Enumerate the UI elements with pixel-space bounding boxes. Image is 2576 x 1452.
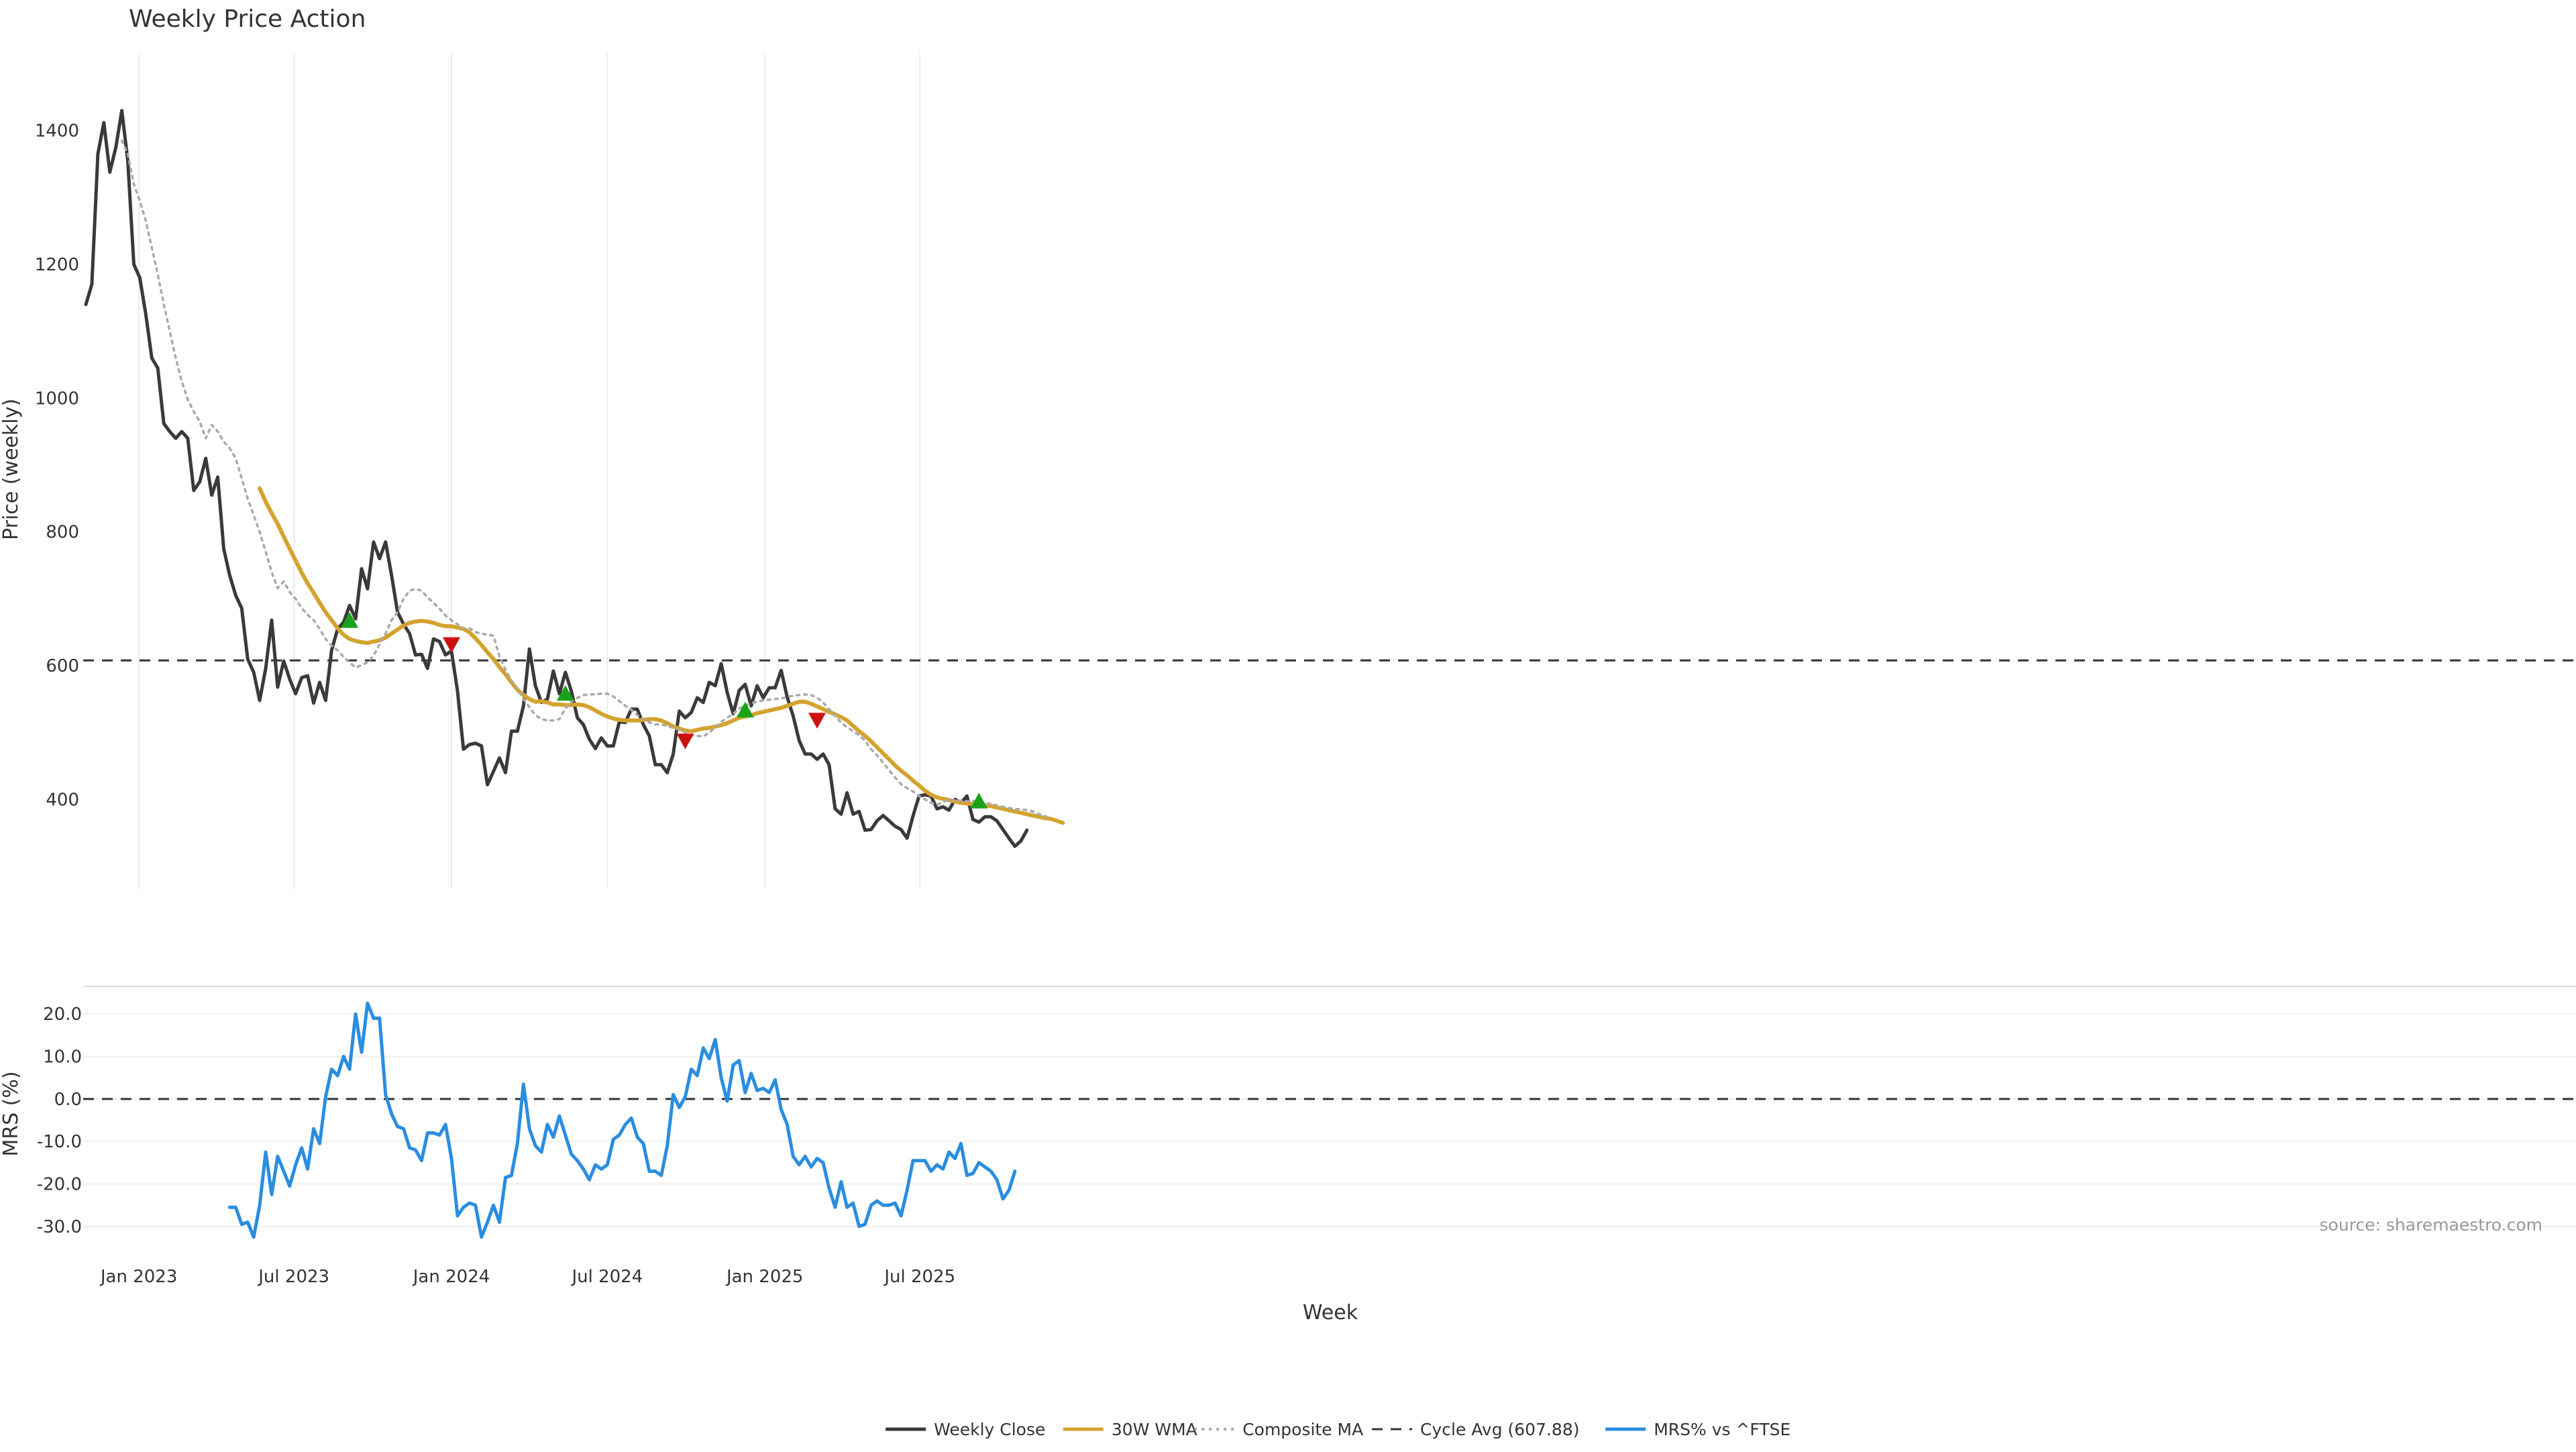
series-weekly-close [84, 109, 1029, 848]
x-axis-label: Week [1303, 1301, 1358, 1325]
legend-label: Composite MA [1242, 1420, 1363, 1439]
price-y-tick-label: 1000 [35, 388, 79, 409]
price-y-tick-label: 1400 [35, 121, 79, 142]
mrs-y-axis-label: MRS (%) [0, 1071, 23, 1156]
mrs-panel: 20.0 10.0 0.0 -10.0 -20.0 -30.0 MRS (%) Jan 202… [0, 986, 2576, 1287]
sell-signal-marker [676, 733, 694, 749]
mrs-y-tick-label: 0.0 [54, 1090, 82, 1110]
mrs-y-tick-label: -10.0 [37, 1132, 82, 1152]
x-tick-label: Jul 2023 [257, 1267, 329, 1287]
buy-signal-marker [341, 612, 359, 628]
x-tick-label: Jul 2025 [883, 1267, 955, 1287]
legend: Weekly Close 30W WMA Composite MA Cycle Avg… [885, 1420, 1790, 1439]
source-note: source: sharemaestro.com [2320, 1215, 2543, 1235]
x-tick-label: Jan 2024 [412, 1267, 490, 1287]
legend-label: 30W WMA [1112, 1420, 1197, 1439]
mrs-y-tick-label: -30.0 [37, 1217, 82, 1237]
sell-signal-marker [808, 713, 826, 729]
price-y-tick-label: 1200 [35, 255, 79, 275]
buy-signal-marker [736, 701, 754, 718]
price-y-axis-label: Price (weekly) [0, 399, 23, 540]
mrs-y-tick-label: 10.0 [43, 1047, 82, 1068]
series-30w-wma [258, 486, 1065, 825]
price-panel: 400 600 800 1000 1200 1400 Price (weekly) [0, 54, 2576, 889]
series-composite-ma [120, 139, 1053, 820]
price-y-tick-label: 400 [46, 790, 79, 810]
price-y-tick-label: 800 [46, 523, 79, 543]
sell-signal-marker [443, 637, 461, 654]
legend-label: MRS% vs ^FTSE [1654, 1420, 1790, 1439]
x-tick-label: Jul 2024 [570, 1267, 643, 1287]
price-y-tick-label: 600 [46, 656, 79, 676]
x-tick-label: Jan 2025 [725, 1267, 804, 1287]
mrs-y-tick-label: -20.0 [37, 1175, 82, 1195]
legend-label: Cycle Avg (607.88) [1420, 1420, 1580, 1439]
legend-label: Weekly Close [934, 1420, 1045, 1439]
mrs-y-tick-label: 20.0 [43, 1004, 82, 1025]
buy-signal-marker [556, 684, 574, 701]
series-mrs-vs-ftse [227, 1001, 1017, 1239]
buy-signal-marker [970, 792, 988, 809]
x-tick-label: Jan 2023 [99, 1267, 178, 1287]
chart-title: Weekly Price Action [129, 5, 366, 33]
